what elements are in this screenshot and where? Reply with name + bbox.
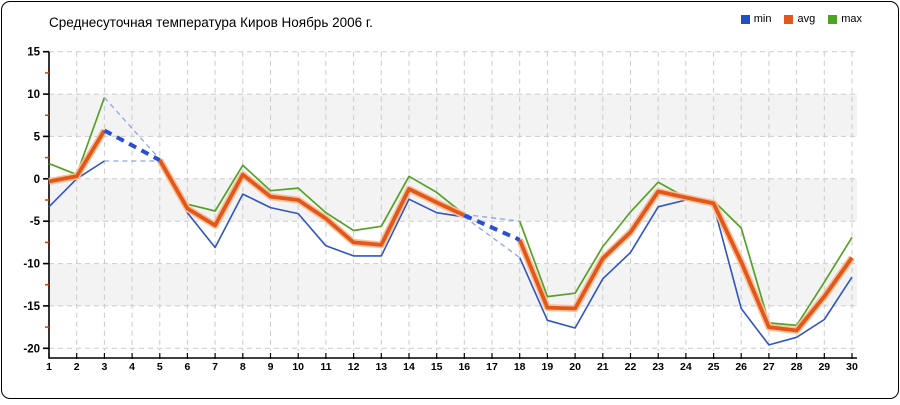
x-tick-label: 29 [818,361,830,373]
avg-series-line [48,129,107,184]
plot-band [49,263,857,306]
x-tick-label: 6 [184,361,190,373]
y-tick-label: 5 [34,131,41,143]
x-tick-label: 18 [514,361,526,373]
x-tick-label: 30 [846,361,858,373]
legend-label-avg: avg [797,13,816,25]
x-tick-label: 8 [240,361,246,373]
x-tick-label: 22 [625,361,637,373]
x-tick-label: 11 [320,361,331,373]
x-tick-label: 21 [597,361,609,373]
y-tick-label: -20 [23,343,40,355]
min-series-swatch [740,14,750,24]
y-tick-label: 0 [34,174,40,186]
x-tick-label: 13 [375,361,387,373]
avg-series-line [517,189,854,333]
avg-series-line [158,159,466,247]
legend-item-max: max [828,13,862,25]
min-interpolated-dashed-line [463,216,521,259]
x-tick-label: 15 [431,361,443,373]
x-tick-label: 25 [708,361,720,373]
max-series-swatch [828,14,838,24]
legend-item-avg: avg [784,13,815,25]
chart-legend: min avg max [740,13,862,25]
legend-label-max: max [841,13,862,25]
x-tick-label: 17 [486,361,498,373]
plot-band [49,94,857,137]
y-tick-label: -10 [23,259,40,271]
x-tick-label: 3 [101,361,107,373]
min-series-line [159,160,465,257]
x-tick-label: 20 [569,361,581,373]
max-interpolated-dashed-line [464,213,520,222]
x-tick-label: 14 [403,361,415,373]
x-tick-label: 7 [212,361,218,373]
max-interpolated-dashed-line [103,97,161,160]
max-series-line [159,158,465,232]
legend-label-min: min [753,13,772,25]
x-tick-label: 26 [735,361,747,373]
y-tick-label: -15 [23,301,40,313]
y-tick-label: -5 [30,216,41,228]
x-tick-label: 10 [292,361,304,373]
x-tick-label: 2 [74,361,80,373]
x-tick-label: 9 [268,361,274,373]
x-tick-label: 28 [791,361,803,373]
x-tick-label: 19 [542,361,554,373]
avg-interpolated-dashed-line [103,128,161,162]
x-tick-label: 5 [157,361,163,373]
y-tick-label: 10 [27,89,40,101]
x-tick-label: 1 [46,361,52,373]
x-tick-label: 4 [129,361,135,373]
x-tick-label: 16 [458,361,470,373]
chart-title: Среднесуточная температура Киров Ноябрь … [49,15,373,30]
x-tick-label: 23 [652,361,664,373]
y-tick-label: 15 [27,47,40,59]
x-tick-label: 24 [680,361,692,373]
avg-interpolated-dashed-line [463,213,521,242]
x-tick-label: 12 [348,361,360,373]
avg-series-swatch [784,14,794,24]
legend-item-min: min [740,13,772,25]
x-tick-label: 27 [763,361,775,373]
